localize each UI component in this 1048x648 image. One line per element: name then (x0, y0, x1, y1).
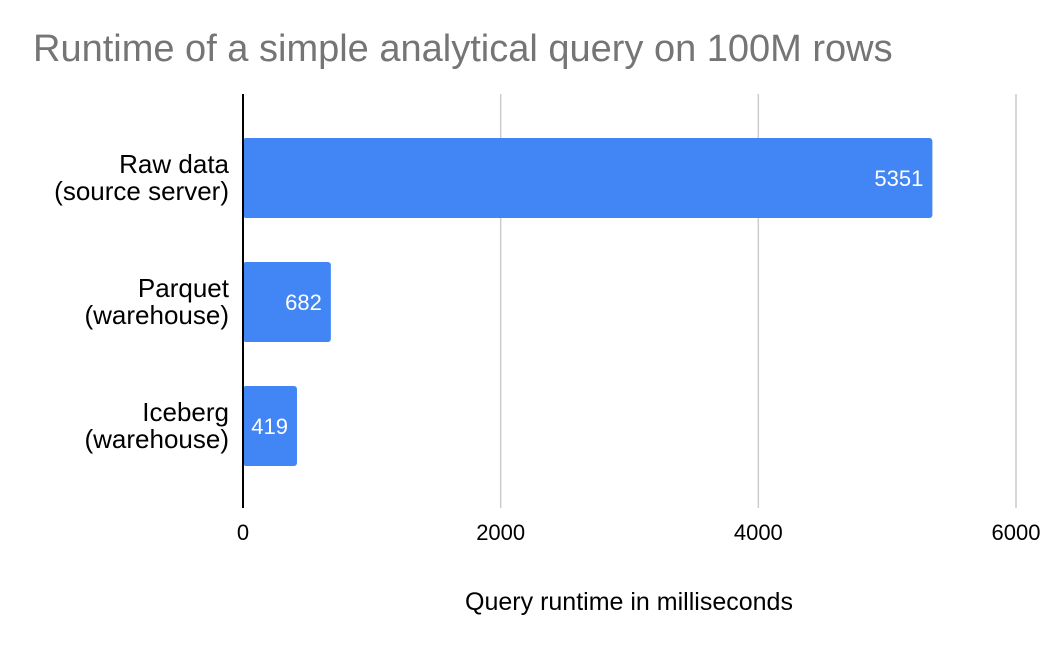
chart-title: Runtime of a simple analytical query on … (33, 28, 893, 70)
data-label-2: 419 (251, 414, 288, 439)
bar-0 (243, 138, 933, 218)
labels: 0 2000 4000 6000 5351 Raw data (source server)… (54, 149, 1040, 545)
bars (243, 138, 933, 466)
x-tick-label-2000: 2000 (476, 520, 525, 545)
x-axis-title: Query runtime in milliseconds (465, 588, 793, 616)
category-label-2: Iceberg (warehouse) (84, 397, 229, 454)
category-label-0-line-1: (source server) (54, 176, 229, 206)
category-label-2-line-0: Iceberg (142, 397, 229, 427)
data-label-1: 682 (285, 290, 322, 315)
x-tick-label-6000: 6000 (992, 520, 1041, 545)
bar-1 (243, 262, 331, 342)
category-label-0: Raw data (source server) (54, 149, 229, 206)
data-label-0: 5351 (874, 166, 923, 191)
x-tick-label-4000: 4000 (734, 520, 783, 545)
bar-2 (243, 386, 297, 466)
category-label-1-line-1: (warehouse) (84, 300, 229, 330)
x-tick-label-0: 0 (237, 520, 249, 545)
category-label-1-line-0: Parquet (138, 273, 230, 303)
category-label-0-line-0: Raw data (119, 149, 229, 179)
category-label-2-line-1: (warehouse) (84, 424, 229, 454)
category-label-1: Parquet (warehouse) (84, 273, 229, 330)
